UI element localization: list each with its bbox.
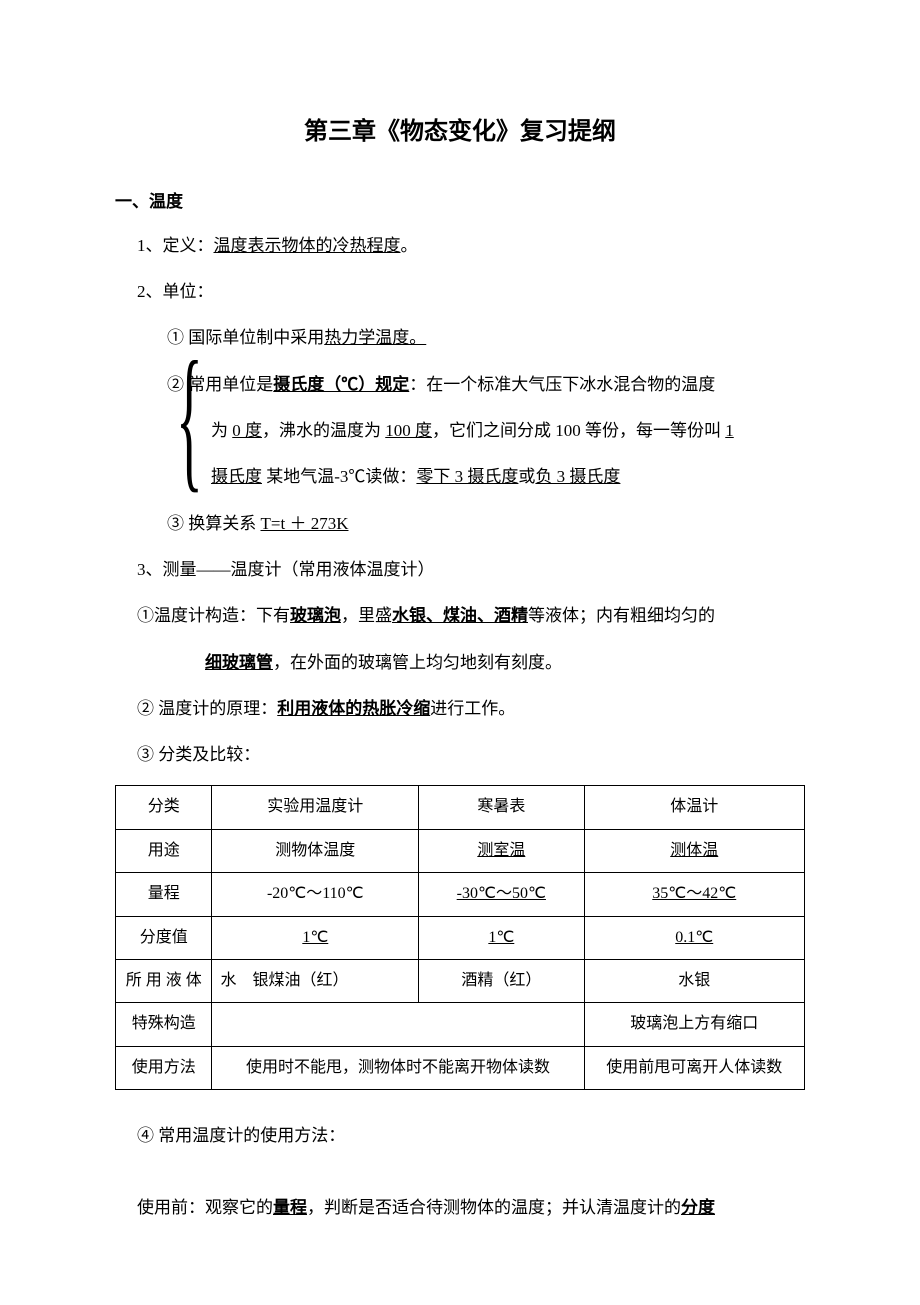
cell-underline: 1℃ [488, 929, 514, 946]
table-cell: 玻璃泡上方有缩口 [584, 1003, 805, 1046]
principle-u: 利用液体的热胀冷缩 [277, 699, 430, 718]
subitem2-mid1: ：在一个标准大气压下冰水混合物的温度 [409, 375, 715, 394]
table-cell: 使用时不能甩，测物体时不能离开物体读数 [212, 1046, 584, 1089]
subitem2-l3-u3: 负 3 摄氏度 [535, 467, 620, 486]
construct-u2: 水银、煤油、酒精 [392, 606, 528, 625]
subitem2-u1: 摄氏度（℃）规定 [273, 375, 409, 394]
definition-label: 1、定义： [137, 236, 214, 255]
principle-prefix: ② 温度计的原理： [137, 699, 277, 718]
table-cell: 实验用温度计 [212, 786, 419, 829]
table-cell: 酒精（红） [419, 960, 584, 1003]
subitem2-mid3: ，它们之间分成 100 等份，每一等份叫 [432, 421, 725, 440]
construct-l2-u: 细玻璃管 [205, 653, 273, 672]
table-row: 使用方法 使用时不能甩，测物体时不能离开物体读数 使用前甩可离开人体读数 [116, 1046, 805, 1089]
cell-underline: 1℃ [302, 929, 328, 946]
construct-prefix: ①温度计构造：下有 [137, 606, 290, 625]
table-cell: 特殊构造 [116, 1003, 212, 1046]
construct-line1: ①温度计构造：下有玻璃泡，里盛水银、煤油、酒精等液体；内有粗细均匀的 [115, 600, 805, 632]
cell-underline: 35℃～42℃ [652, 885, 736, 902]
page-title: 第三章《物态变化》复习提纲 [115, 110, 805, 156]
item3-measurement: 3、测量——温度计（常用液体温度计） [115, 554, 805, 586]
subitem2-l3-u2: 零下 3 摄氏度 [416, 467, 518, 486]
subitem2-u3: 100 度 [385, 421, 432, 440]
construct-line2: 细玻璃管，在外面的玻璃管上均匀地刻有刻度。 [115, 647, 805, 679]
subitem2-mid2: ，沸水的温度为 [262, 421, 385, 440]
table-row: 所 用 液 体 水 银煤油（红） 酒精（红） 水银 [116, 960, 805, 1003]
construct-u1: 玻璃泡 [290, 606, 341, 625]
table-cell: 分类 [116, 786, 212, 829]
table-cell: 使用前甩可离开人体读数 [584, 1046, 805, 1089]
subitem2-l3-mid2: 或 [518, 467, 535, 486]
subitem2-u2: 0 度 [232, 421, 262, 440]
usage-method-label: ④ 常用温度计的使用方法： [115, 1120, 805, 1152]
subitem2-l2-prefix: 为 [211, 421, 232, 440]
subitem-3: ③ 换算关系 T=t ＋ 273K [115, 508, 805, 540]
table-cell: 分度值 [116, 916, 212, 959]
construct-mid2: 等液体；内有粗细均匀的 [528, 606, 715, 625]
cell-underline: 0.1℃ [675, 929, 713, 946]
table-cell: 测体温 [584, 829, 805, 872]
section-heading-temperature: 一、温度 [115, 186, 805, 218]
definition-text: 温度表示物体的冷热程度 [214, 236, 401, 255]
before-use-u2: 分度 [681, 1198, 715, 1217]
definition-line: 1、定义：温度表示物体的冷热程度。 [115, 230, 805, 262]
principle-suffix: 进行工作。 [430, 699, 515, 718]
principle-line: ② 温度计的原理：利用液体的热胀冷缩进行工作。 [115, 693, 805, 725]
table-cell: 测室温 [419, 829, 584, 872]
table-cell: 水 银煤油（红） [212, 960, 419, 1003]
cell-underline: -30℃～50℃ [457, 885, 546, 902]
table-cell: 使用方法 [116, 1046, 212, 1089]
table-cell: 测物体温度 [212, 829, 419, 872]
cell-underline: 测室温 [477, 842, 525, 859]
subitem3-prefix: ③ 换算关系 [167, 514, 261, 533]
subitem-1: ① 国际单位制中采用热力学温度。 [115, 322, 805, 354]
table-cell: 量程 [116, 873, 212, 916]
subitem2-l3-u: 摄氏度 [211, 467, 262, 486]
curly-bracket-icon: { [176, 327, 203, 507]
construct-l2-text: ，在外面的玻璃管上均匀地刻有刻度。 [273, 653, 562, 672]
before-use-u1: 量程 [273, 1198, 307, 1217]
cell-underline: 测体温 [670, 842, 718, 859]
construct-mid1: ，里盛 [341, 606, 392, 625]
table-cell: 所 用 液 体 [116, 960, 212, 1003]
table-row: 分类 实验用温度计 寒暑表 体温计 [116, 786, 805, 829]
table-cell: 1℃ [419, 916, 584, 959]
subitem2-l3-mid: 某地气温-3℃读做： [262, 467, 416, 486]
subitem-2-line1: ② 常用单位是摄氏度（℃）规定：在一个标准大气压下冰水混合物的温度 [115, 369, 805, 401]
table-cell: 1℃ [212, 916, 419, 959]
before-use-mid: ，判断是否适合待测物体的温度；并认清温度计的 [307, 1198, 681, 1217]
subitem3-u: T=t ＋ 273K [261, 514, 349, 533]
subitem1-underline: 热力学温度。 [324, 328, 426, 347]
table-cell: 体温计 [584, 786, 805, 829]
table-cell: 0.1℃ [584, 916, 805, 959]
subitem2-u4: 1 [725, 421, 734, 440]
table-cell: 寒暑表 [419, 786, 584, 829]
table-cell: 用途 [116, 829, 212, 872]
classify-label: ③ 分类及比较： [115, 739, 805, 771]
table-row: 量程 -20℃～110℃ -30℃～50℃ 35℃～42℃ [116, 873, 805, 916]
table-row: 用途 测物体温度 测室温 测体温 [116, 829, 805, 872]
unit-label: 2、单位： [115, 276, 805, 308]
table-row: 分度值 1℃ 1℃ 0.1℃ [116, 916, 805, 959]
definition-period: 。 [401, 236, 418, 255]
before-use-prefix: 使用前：观察它的 [137, 1198, 273, 1217]
table-row: 特殊构造 玻璃泡上方有缩口 [116, 1003, 805, 1046]
thermometer-comparison-table: 分类 实验用温度计 寒暑表 体温计 用途 测物体温度 测室温 测体温 量程 -2… [115, 785, 805, 1090]
bracket-group: { ① 国际单位制中采用热力学温度。 ② 常用单位是摄氏度（℃）规定：在一个标准… [115, 322, 805, 539]
table-cell: 35℃～42℃ [584, 873, 805, 916]
table-cell: -30℃～50℃ [419, 873, 584, 916]
before-use-line: 使用前：观察它的量程，判断是否适合待测物体的温度；并认清温度计的分度 [115, 1192, 805, 1224]
subitem-2-line2: 为 0 度，沸水的温度为 100 度，它们之间分成 100 等份，每一等份叫 1 [115, 415, 805, 447]
table-cell: 水银 [584, 960, 805, 1003]
subitem-2-line3: 摄氏度 某地气温-3℃读做：零下 3 摄氏度或负 3 摄氏度 [115, 461, 805, 493]
table-cell: -20℃～110℃ [212, 873, 419, 916]
table-cell [212, 1003, 584, 1046]
